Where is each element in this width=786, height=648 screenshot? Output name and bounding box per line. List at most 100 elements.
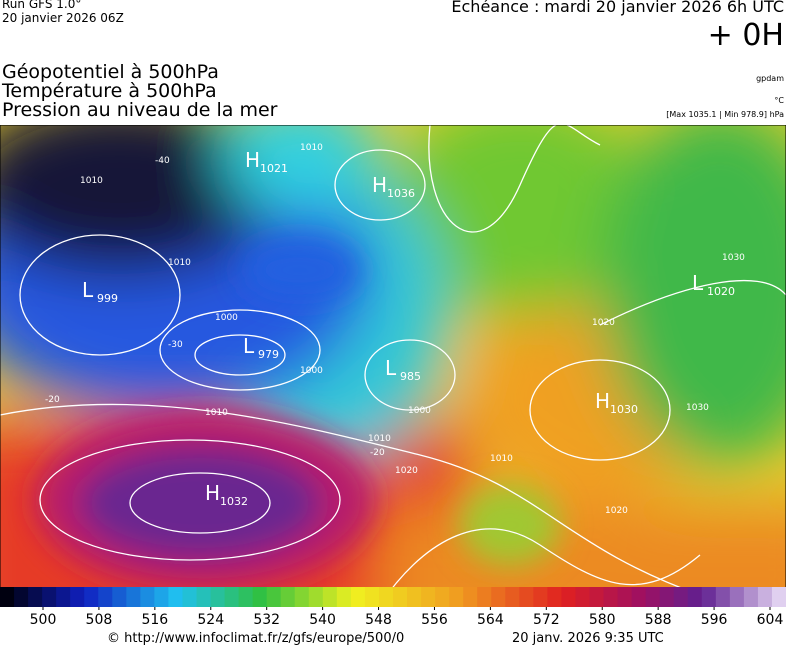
colorbar-cell (561, 587, 576, 607)
center-value: 1036 (387, 187, 415, 200)
colorbar-label: 572 (533, 612, 560, 628)
contour-label: 1000 (408, 406, 431, 416)
center-kind: L (385, 356, 397, 380)
colorbar-label: 508 (86, 612, 113, 628)
colorbar-cell (589, 587, 605, 607)
title: Géopotentiel à 500hPa (2, 61, 219, 83)
contour-label: 1020 (605, 506, 628, 516)
colorbar-cell (154, 587, 169, 607)
colorbar-cell (238, 587, 254, 607)
center-value: 1032 (220, 495, 248, 508)
unit: [Max 1035.1 | Min 978.9] hPa (666, 110, 784, 119)
center-value: 979 (258, 348, 279, 361)
colorbar-label: 580 (589, 612, 616, 628)
contour-label: 1030 (722, 253, 745, 263)
colorbar-cell (701, 587, 717, 607)
contour-label: 1010 (300, 143, 323, 153)
colorbar-cell (336, 587, 352, 607)
colorbar-label: 596 (701, 612, 728, 628)
colorbar-cell (14, 587, 29, 607)
colorbar: 500 508 516 524 532 540 548 556 564 572 580 588 596 6… (0, 587, 786, 628)
center-kind: H (205, 481, 220, 505)
colorbar-cell (729, 587, 745, 607)
colorbar-label: 500 (30, 612, 57, 628)
colorbar-cell (322, 587, 338, 607)
colorbar-cell (463, 587, 478, 607)
colorbar-cell (210, 587, 226, 607)
colorbar-cell (519, 587, 534, 607)
colorbar-cell (449, 587, 464, 607)
colorbar-cell (477, 587, 492, 607)
colorbar-label: 556 (421, 612, 448, 628)
colorbar-cell (645, 587, 661, 607)
colorbar-cell (252, 587, 268, 607)
colorbar-cell (743, 587, 759, 607)
colorbar-cell (491, 587, 506, 607)
colorbar-cell (575, 587, 590, 607)
contour-label: 1010 (205, 408, 228, 418)
run-date: 20 janvier 2026 06Z (2, 11, 124, 25)
center-kind: H (245, 148, 260, 172)
center-kind: L (243, 334, 255, 358)
colorbar-cell (757, 587, 773, 607)
source: © http://www.infoclimat.fr/z/gfs/europe/… (107, 631, 405, 646)
colorbar-cell (364, 587, 380, 607)
colorbar-cell (28, 587, 43, 607)
contour-label: 1000 (215, 313, 238, 323)
contour-label: 1000 (300, 366, 323, 376)
colorbar-cell (84, 587, 99, 607)
contour-label: -30 (168, 340, 183, 350)
colorbar-cell (182, 587, 197, 607)
colorbar-cell (771, 587, 786, 607)
colorbar-cell (435, 587, 450, 607)
colorbar-label: 604 (757, 612, 784, 628)
colorbar-cell (0, 587, 15, 607)
colorbar-cell (715, 587, 731, 607)
contour-label: 1020 (592, 318, 615, 328)
colorbar-cell (56, 587, 71, 607)
title: Pression au niveau de la mer (2, 99, 278, 121)
colorbar-cell (393, 587, 408, 607)
title: Température à 500hPa (2, 80, 217, 102)
colorbar-cell (126, 587, 141, 607)
colorbar-label: 532 (253, 612, 280, 628)
offset: + 0H (707, 18, 784, 53)
valid-time: Echéance : mardi 20 janvier 2026 6h UTC (451, 0, 784, 16)
unit: gpdam (756, 74, 784, 83)
colorbar-cell (673, 587, 689, 607)
colorbar-cell (617, 587, 633, 607)
center-value: 985 (400, 370, 421, 383)
colorbar-cell (378, 587, 394, 607)
contour-label: 1010 (368, 434, 391, 444)
colorbar-label: 548 (365, 612, 392, 628)
colorbar-cell (308, 587, 324, 607)
contour-label: -20 (45, 395, 60, 405)
run: Run GFS 1.0° (2, 0, 82, 11)
center-value: 999 (97, 292, 118, 305)
colorbar-cell (168, 587, 183, 607)
contour-label: 1020 (395, 466, 418, 476)
colorbar-cell (505, 587, 520, 607)
unit: °C (774, 96, 784, 105)
colorbar-label: 564 (477, 612, 504, 628)
contour-label: 1010 (490, 454, 513, 464)
colorbar-cell (631, 587, 647, 607)
colorbar-cell (196, 587, 212, 607)
colorbar-cell (140, 587, 155, 607)
colorbar-cell (224, 587, 240, 607)
colorbar-cell (294, 587, 310, 607)
colorbar-cell (280, 587, 296, 607)
colorbar-label: 540 (309, 612, 336, 628)
colorbar-cell (266, 587, 282, 607)
center-kind: L (692, 271, 704, 295)
contour-label: 1010 (80, 176, 103, 186)
center-kind: H (372, 173, 387, 197)
center-kind: L (82, 278, 94, 302)
colorbar-cell (659, 587, 675, 607)
colorbar-cell (407, 587, 422, 607)
contour-label: -20 (370, 448, 385, 458)
colorbar-cell (421, 587, 436, 607)
contour-label: 1010 (168, 258, 191, 268)
colorbar-cell (533, 587, 548, 607)
